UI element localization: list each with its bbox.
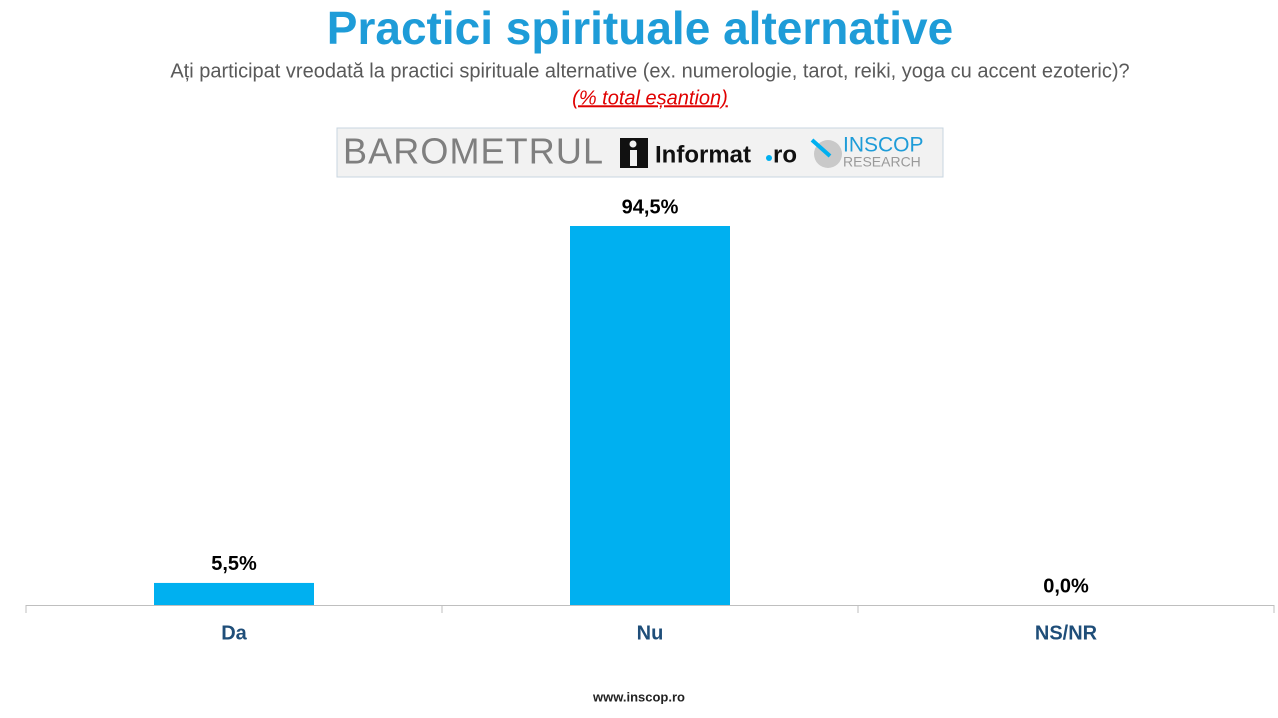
value-label: 5,5% xyxy=(211,553,257,575)
logo-icon-stem xyxy=(630,150,637,166)
logo-inscop-needle xyxy=(810,138,832,158)
chart-note: (% total eșantion) xyxy=(572,87,728,109)
logo-barometru: BAROMETRUL xyxy=(343,131,603,172)
logo-informat: Informat xyxy=(655,141,751,168)
logo-dot xyxy=(766,155,772,161)
chart-title: Practici spirituale alternative xyxy=(327,2,953,54)
value-label: 0,0% xyxy=(1043,575,1089,597)
logo-inscop: INSCOP xyxy=(843,134,924,157)
x-tick-label: Nu xyxy=(637,622,664,644)
x-tick-label: Da xyxy=(221,622,247,644)
value-label: 94,5% xyxy=(622,196,679,218)
logo-ro: ro xyxy=(773,141,797,168)
bar xyxy=(154,582,314,605)
footer: www.inscop.ro xyxy=(592,689,685,704)
logo-icon-dot xyxy=(629,140,637,148)
bar xyxy=(570,226,730,605)
chart-subtitle: Ați participat vreodată la practici spir… xyxy=(170,60,1129,82)
logo: BAROMETRUL Informat ro INSCOP RESEARCH xyxy=(336,127,944,178)
logo-research: RESEARCH xyxy=(843,154,921,170)
x-tick-label: NS/NR xyxy=(1035,622,1098,644)
